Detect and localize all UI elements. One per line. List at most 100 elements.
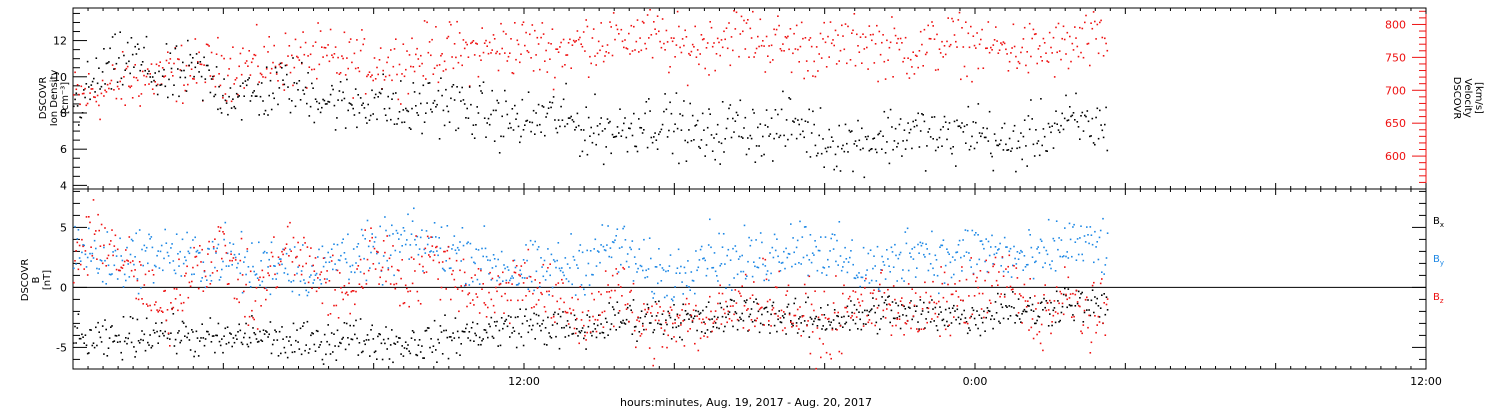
density-series-point <box>1060 124 1062 127</box>
bz-series-point <box>268 274 270 277</box>
by-series-point <box>999 242 1001 245</box>
by-series-point <box>827 258 829 261</box>
velocity-series-point <box>760 44 763 47</box>
by-series-point <box>419 236 422 239</box>
bz-series-point <box>563 301 565 304</box>
by-series-point <box>159 250 162 253</box>
velocity-series-point <box>392 65 395 68</box>
velocity-series-point <box>208 45 210 47</box>
bx-series-point <box>372 338 375 340</box>
bz-series-point <box>676 315 679 317</box>
by-series-point <box>561 267 563 269</box>
bz-series-point <box>451 273 453 276</box>
velocity-series-point <box>433 67 436 69</box>
bx-series-point <box>246 343 249 346</box>
bx-series-point <box>159 330 162 332</box>
bx-series-point <box>317 330 319 333</box>
bx-series-point <box>1105 296 1108 298</box>
by-series-point <box>1001 257 1004 259</box>
bz-series-point <box>720 323 723 325</box>
velocity-series-point <box>356 39 358 41</box>
bx-series-point <box>938 313 940 316</box>
bz-series-point <box>306 246 309 248</box>
velocity-series-point <box>730 36 733 38</box>
bx-series-point <box>662 333 665 335</box>
bz-series-point <box>722 308 725 311</box>
density-series-point <box>679 113 681 115</box>
bz-series-point <box>689 328 691 330</box>
bz-series-point <box>857 298 859 300</box>
by-series-point <box>317 256 319 258</box>
density-series-point <box>85 83 88 85</box>
bx-series-point <box>556 322 558 325</box>
density-series-point <box>619 108 621 110</box>
by-series-point <box>574 294 577 296</box>
bx-series-point <box>306 320 309 323</box>
bx-series-point <box>413 331 415 334</box>
by-series-point <box>781 261 784 264</box>
bx-series-point <box>567 334 570 337</box>
density-series-point <box>515 118 517 120</box>
by-series-point <box>274 265 276 267</box>
by-series-point <box>188 252 191 255</box>
density-series-point <box>498 152 501 154</box>
by-series-point <box>130 238 133 241</box>
density-series-point <box>252 91 254 94</box>
velocity-series-point <box>1050 46 1052 49</box>
bx-series-point <box>549 335 551 338</box>
right-y-tick-label: 800 <box>1385 18 1406 31</box>
density-series-point <box>1030 99 1032 101</box>
bx-series-point <box>613 308 615 311</box>
bx-series-point <box>155 322 157 324</box>
velocity-series-point <box>594 55 596 57</box>
bz-series-point <box>1083 309 1086 312</box>
density-series-point <box>824 147 827 150</box>
bz-series-point <box>944 328 947 331</box>
velocity-series-point <box>487 52 490 55</box>
bx-series-point <box>843 315 845 318</box>
velocity-series-point <box>767 55 769 57</box>
bz-series-point <box>207 253 209 255</box>
density-series-point <box>582 129 585 131</box>
by-series-point <box>961 270 963 272</box>
by-series-point <box>682 293 684 295</box>
bz-series-point <box>485 316 488 318</box>
by-series-point <box>894 243 896 246</box>
by-series-point <box>632 280 635 282</box>
bz-series-point <box>1071 316 1073 318</box>
bz-series-point <box>399 304 401 307</box>
by-series-point <box>319 279 321 281</box>
velocity-series-point <box>309 53 312 56</box>
bz-series-point <box>997 284 999 286</box>
by-series-point <box>211 240 214 243</box>
bz-series-point <box>809 352 812 355</box>
by-series-point <box>1053 240 1056 242</box>
density-series-point <box>614 136 616 138</box>
bx-series-point <box>201 323 203 325</box>
bx-series-point <box>233 341 236 344</box>
velocity-series-point <box>590 62 592 65</box>
bz-series-point <box>638 320 641 323</box>
velocity-series-point <box>918 50 921 52</box>
density-series-point <box>402 109 405 111</box>
by-series-point <box>351 264 354 267</box>
by-series-point <box>193 273 195 275</box>
bx-series-point <box>1088 309 1090 311</box>
density-series-point <box>225 102 228 104</box>
velocity-series-point <box>871 39 873 42</box>
bx-series-point <box>724 325 726 328</box>
by-series-point <box>869 249 872 251</box>
velocity-series-point <box>248 50 250 52</box>
bz-series-point <box>1055 286 1058 288</box>
by-series-point <box>1043 246 1045 249</box>
by-series-point <box>1012 264 1014 267</box>
density-series-point <box>150 81 153 83</box>
velocity-series-point <box>462 39 465 41</box>
bz-series-point <box>500 295 503 298</box>
by-series-point <box>524 277 526 279</box>
top-left-ylabel-3: [cm⁻³] <box>60 82 71 114</box>
velocity-series-point <box>453 43 456 45</box>
bz-series-point <box>468 292 471 294</box>
bx-series-point <box>759 322 762 325</box>
bx-series-point <box>492 337 495 339</box>
